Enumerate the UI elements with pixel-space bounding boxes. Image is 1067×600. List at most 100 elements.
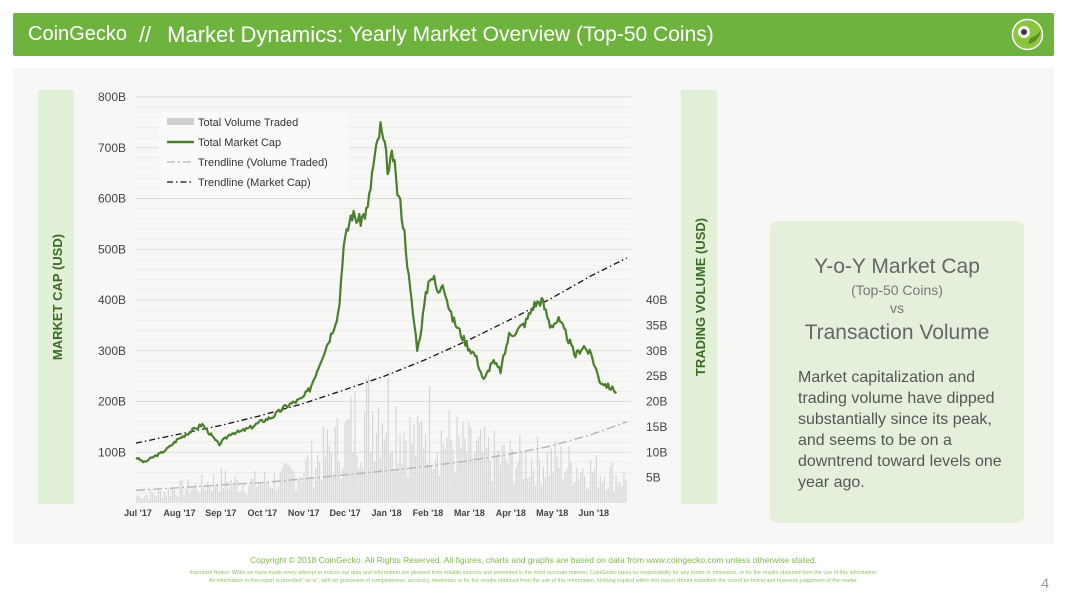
y-right-tick-label: 5B [646,471,661,485]
footer-copyright: Copyright © 2018 CoinGecko. All Rights R… [249,555,818,565]
volume-bar [289,466,291,503]
volume-bar [580,471,582,503]
volume-bar [269,487,272,503]
volume-bar [385,432,387,503]
y-axis-right-title: TRADING VOLUME (USD) [693,218,708,376]
volume-bar [556,457,558,503]
volume-bar [521,452,523,503]
volume-bar [478,436,480,503]
volume-bar [354,391,356,503]
volume-bar [487,436,490,503]
volume-bar [165,495,168,503]
volume-bar [578,478,580,503]
volume-bar [440,430,442,503]
volume-bar [568,446,570,503]
volume-bar [542,466,545,503]
volume-bar [179,480,181,503]
x-tick-label: Jun '18 [578,508,609,518]
volume-bar [548,474,550,503]
volume-bar [177,496,179,503]
volume-bar [150,490,152,503]
volume-bar [209,486,211,503]
volume-bar [444,449,446,503]
volume-bar [309,475,311,503]
legend-label: Total Market Cap [198,137,281,149]
volume-bar [546,452,548,503]
footer-disclaimer: All information in this report is provid… [208,578,859,584]
volume-bar [417,416,419,503]
volume-bar [334,426,336,503]
volume-bar [595,455,598,503]
legend-label: Total Volume Traded [198,117,298,129]
y-tick-label: 100B [98,445,126,459]
volume-bar [442,443,444,503]
volume-bar [379,457,382,503]
volume-bar [318,461,321,503]
volume-bar [264,472,266,503]
x-tick-label: Jan '18 [371,508,401,518]
volume-bar [501,445,503,503]
volume-bar [260,481,262,503]
volume-bar [615,474,617,503]
volume-bar [212,473,215,503]
volume-bar [258,483,260,503]
volume-bar [428,386,431,503]
volume-bar [197,491,199,503]
volume-bar [544,477,546,503]
volume-bar [383,439,385,503]
legend-swatch-volume [167,118,194,125]
volume-bar [375,433,378,503]
summary-heading: Y-o-Y Market Cap [814,255,980,278]
volume-bar [464,438,466,503]
volume-bar [157,489,160,503]
volume-bar [426,464,429,503]
volume-bar [570,462,572,503]
volume-bar [438,475,440,503]
volume-bar [226,482,228,503]
volume-bar [509,440,511,503]
volume-bar [430,466,433,503]
volume-bar [277,486,279,503]
volume-bar [564,471,566,503]
volume-bar [163,491,166,503]
volume-bar [252,479,254,503]
volume-bar [293,471,295,503]
page-number: 4 [1041,575,1049,591]
volume-bar [499,464,501,503]
volume-bar [322,426,325,503]
y-tick-label: 700B [98,141,126,155]
volume-bar [601,483,603,503]
volume-bar [138,495,140,503]
volume-bar [552,471,554,503]
summary-box: Y-o-Y Market Cap (Top-50 Coins) vs Trans… [770,221,1024,523]
volume-bar [342,468,344,503]
volume-bar [617,483,619,503]
volume-bar [523,478,525,503]
volume-bar [320,480,323,503]
volume-bar [454,472,456,503]
x-tick-label: Feb '18 [413,508,444,518]
volume-bar [207,482,209,503]
volume-bar [222,487,224,503]
x-tick-label: Aug '17 [163,508,195,518]
volume-bar [373,461,376,503]
volume-bar [159,490,162,503]
volume-bar [536,436,539,503]
volume-bar [397,463,399,503]
volume-bar [328,445,330,503]
volume-bar [364,412,366,503]
volume-bar [183,495,185,503]
volume-bar [295,490,297,503]
volume-bar [517,462,519,503]
volume-bar [311,440,313,503]
volume-bar [169,495,171,503]
volume-bar [234,476,236,503]
volume-bar [230,479,232,503]
volume-bar [432,469,435,503]
volume-bar [415,456,417,503]
volume-bar [279,471,281,503]
volume-bar [285,463,287,503]
volume-bar [495,454,497,503]
volume-bar [625,479,627,503]
volume-bar [244,493,246,503]
